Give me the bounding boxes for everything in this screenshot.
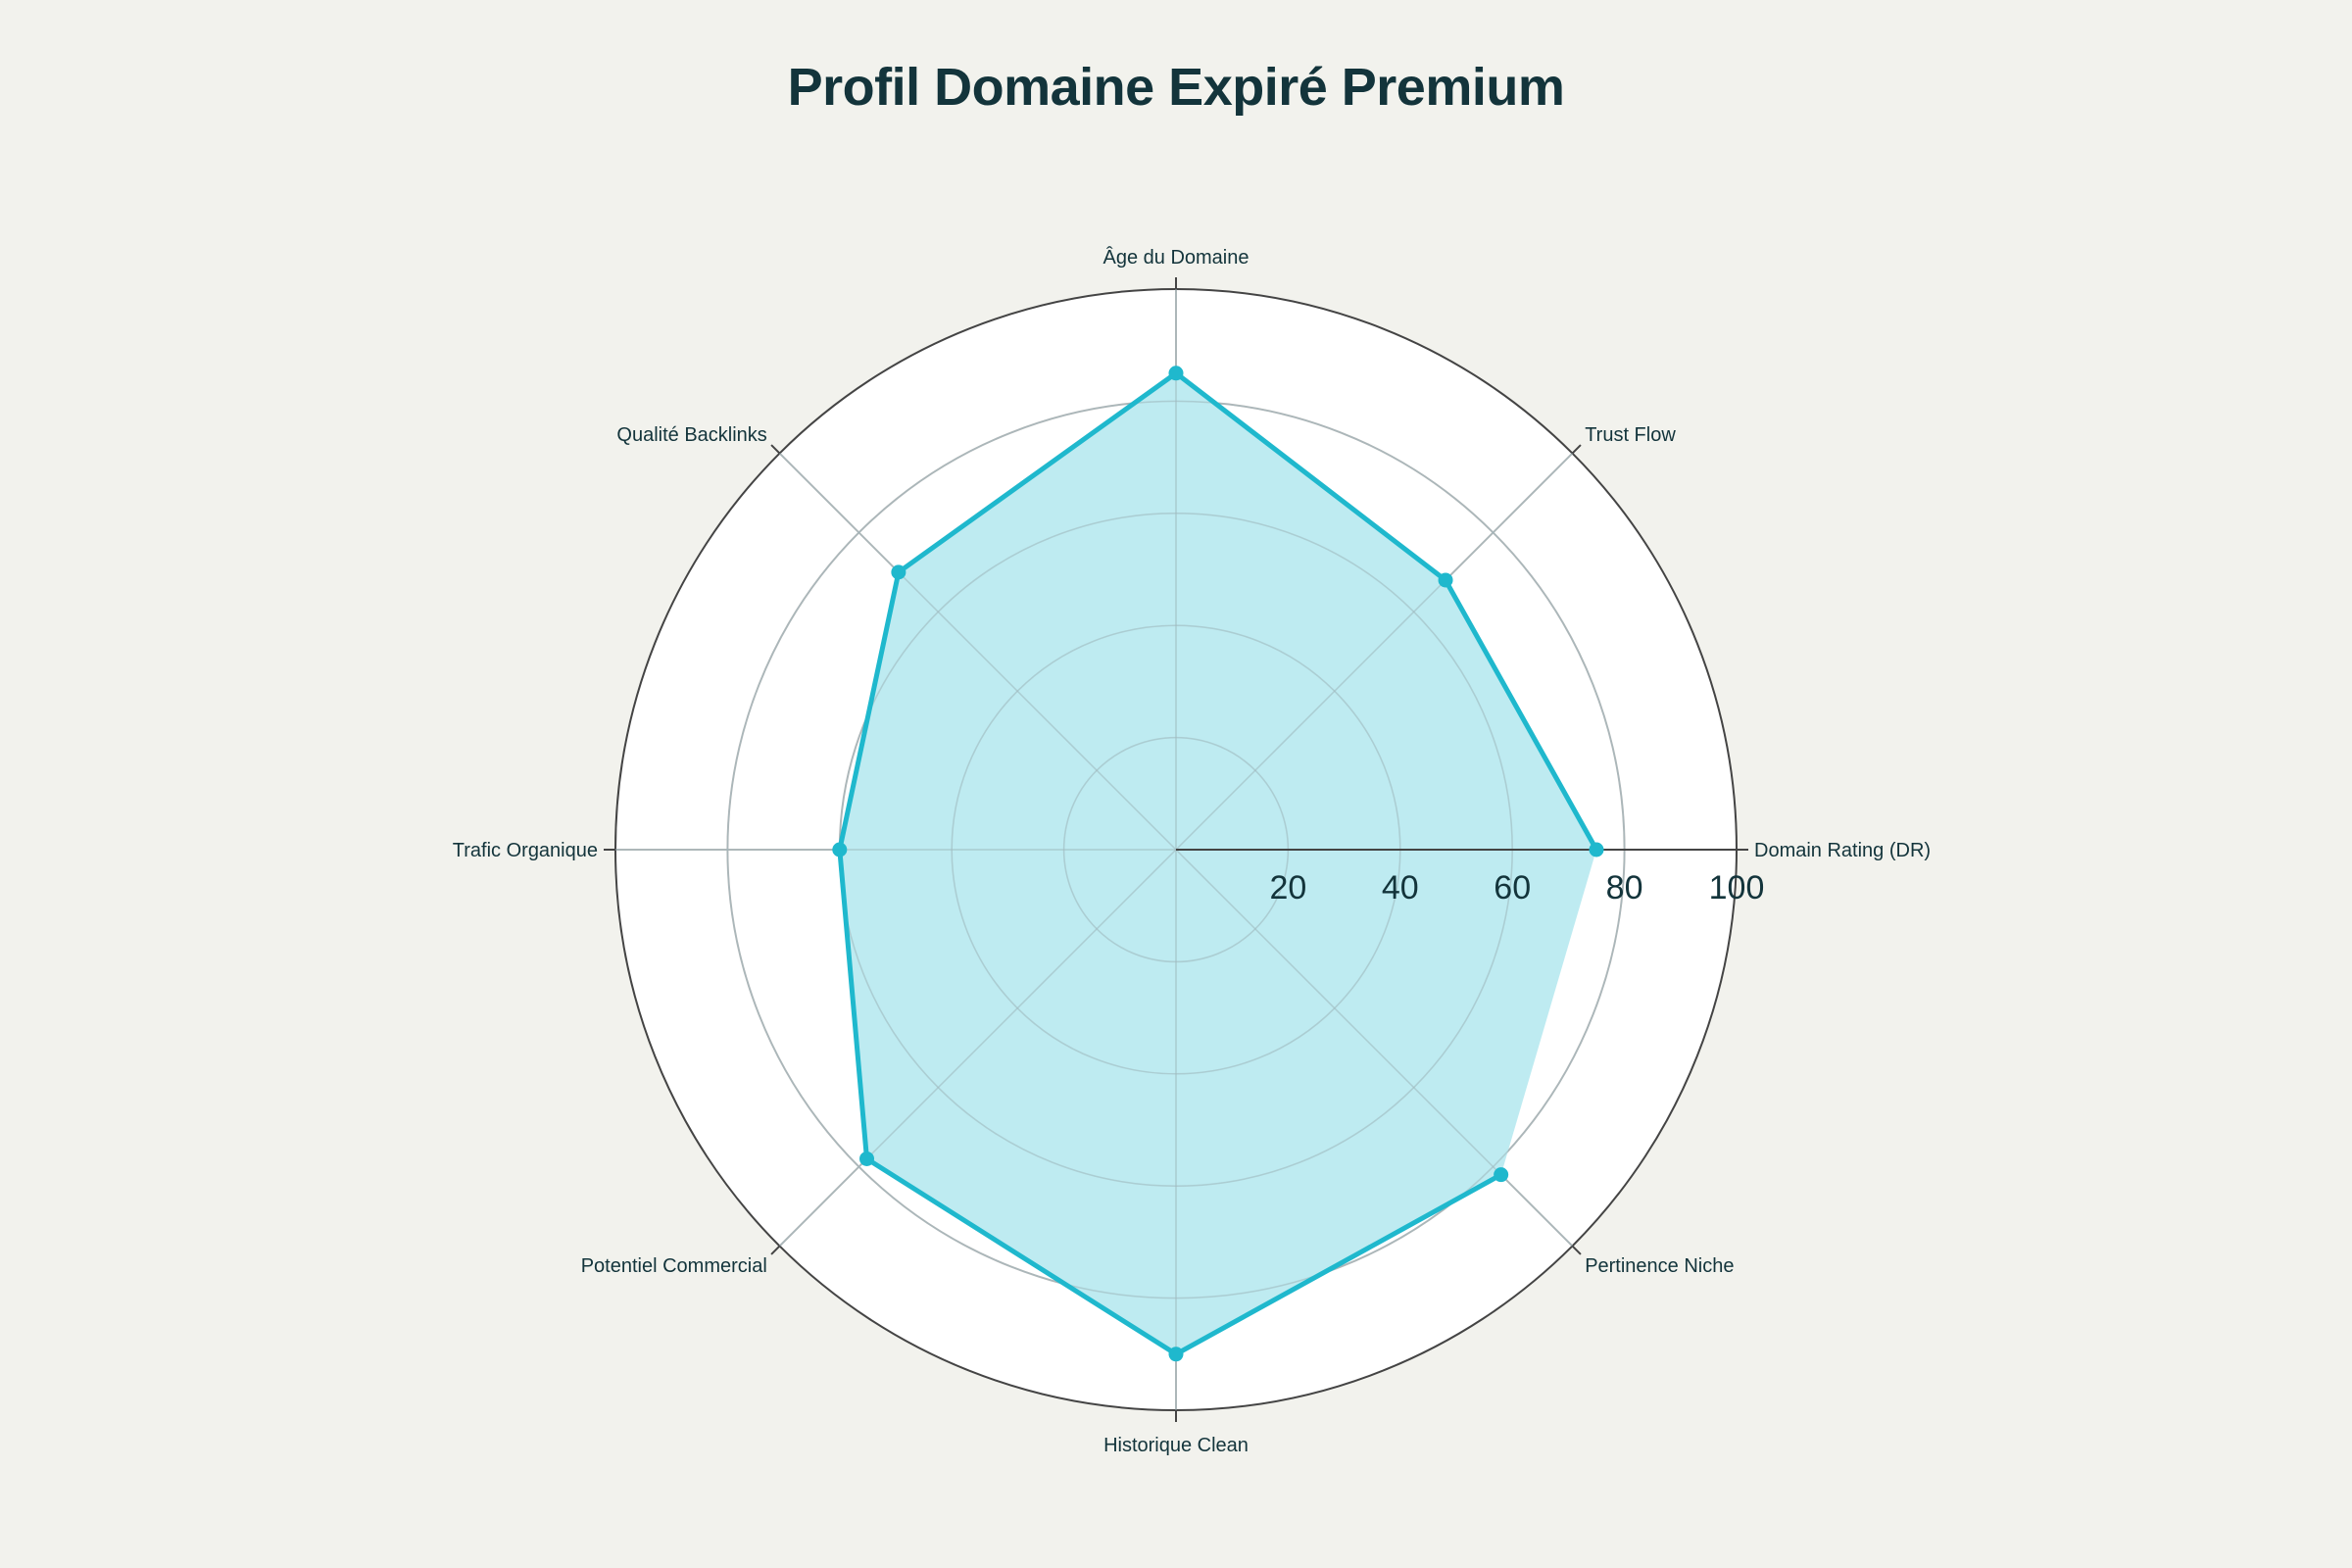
- chart-title: Profil Domaine Expiré Premium: [787, 58, 1565, 117]
- series-line: [837, 370, 1599, 1357]
- radial-tick-label: 40: [1382, 869, 1419, 906]
- data-point-4: [891, 564, 906, 580]
- data-point-3: [1168, 366, 1184, 381]
- axis-label-6: Potentiel Commercial: [581, 1255, 767, 1277]
- data-point-1: [1589, 842, 1604, 858]
- grid-spoke-overlay: [1175, 849, 1573, 1247]
- grid-spoke-overlay: [779, 849, 1177, 1247]
- data-point-5: [832, 842, 848, 858]
- data-point-2: [1438, 572, 1453, 588]
- angular-tick: [770, 444, 781, 455]
- data-point-7: [1168, 1347, 1184, 1362]
- radial-tick-label: 100: [1709, 869, 1765, 906]
- data-point-8: [1494, 1167, 1509, 1183]
- axis-label-5: Trafic Organique: [453, 840, 598, 861]
- angular-tick: [1571, 444, 1582, 455]
- axis-label-1: Domain Rating (DR): [1754, 840, 1931, 861]
- data-point-6: [859, 1151, 875, 1166]
- grid-spoke-overlay: [779, 453, 1177, 851]
- axis-label-3: Âge du Domaine: [1103, 246, 1250, 269]
- angular-tick: [1571, 1245, 1582, 1255]
- angular-tick: [770, 1245, 781, 1255]
- grid-spoke-overlay: [1175, 453, 1573, 851]
- radial-tick-label: 80: [1606, 869, 1643, 906]
- radial-tick-label: 20: [1269, 869, 1306, 906]
- axis-label-7: Historique Clean: [1103, 1435, 1249, 1456]
- axis-label-2: Trust Flow: [1585, 424, 1676, 446]
- radial-tick-label: 60: [1494, 869, 1531, 906]
- axis-label-8: Pertinence Niche: [1585, 1255, 1734, 1277]
- axis-label-4: Qualité Backlinks: [616, 424, 766, 446]
